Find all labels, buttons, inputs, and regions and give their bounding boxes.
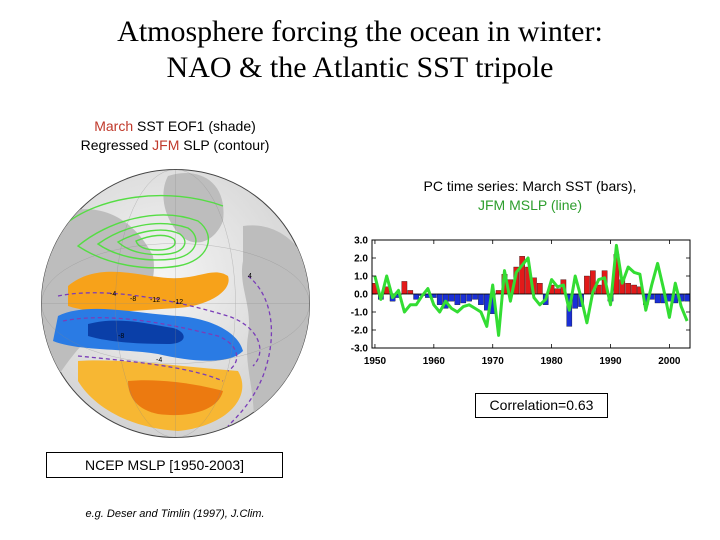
contour-label: -12 — [173, 299, 183, 306]
map-contour-labels: -4 -8 -12 -12 -8 -4 4 — [110, 273, 252, 364]
x-tick-label: 1970 — [482, 356, 505, 367]
sst-bar — [572, 293, 578, 309]
chart-svg: 3.0 2.0 1.0 0.0 -1.0 -2.0 -3.0 1950 1960 1970 198… — [351, 236, 691, 367]
y-tick-label: 0.0 — [354, 290, 368, 301]
caption-month: March — [94, 118, 134, 134]
y-tick-label: 1.0 — [354, 272, 368, 283]
y-tick-label: -3.0 — [351, 344, 369, 355]
mslp-line — [373, 243, 689, 337]
reference-citation: e.g. Deser and Timlin (1997), J.Clim. — [85, 508, 265, 520]
globe-map: -4 -8 -12 -12 -8 -4 4 — [38, 166, 313, 441]
ncep-label: NCEP MSLP [1950-2003] — [46, 452, 283, 478]
map-caption-line-1: March SST EOF1 (shade) — [60, 117, 290, 136]
sst-bar — [413, 293, 419, 300]
sst-bar — [584, 275, 590, 295]
sst-bar — [554, 288, 561, 295]
pc-timeseries-chart: 3.0 2.0 1.0 0.0 -1.0 -2.0 -3.0 1950 1960 1970 198… — [330, 228, 700, 378]
y-tick-label: 2.0 — [354, 254, 368, 265]
x-tick-label: 2000 — [658, 356, 681, 367]
sst-bar — [537, 283, 543, 295]
y-tick-label: -2.0 — [351, 326, 369, 337]
x-tick-label: 1980 — [540, 356, 563, 367]
pc-caption-line-2: JFM MSLP (line) — [478, 197, 582, 213]
sst-bar — [466, 293, 472, 302]
contour-label: -12 — [150, 297, 160, 304]
contour-label: -4 — [156, 357, 162, 364]
map-caption: March SST EOF1 (shade) Regressed JFM SLP… — [60, 117, 290, 155]
slp-positive-contours — [62, 194, 224, 269]
y-tick-label: 3.0 — [354, 236, 368, 247]
sst-bar — [478, 293, 484, 305]
slide-title: Atmosphere forcing the ocean in winter: … — [0, 14, 720, 86]
sst-warm-subpolar — [68, 271, 229, 312]
sst-bar — [407, 290, 414, 295]
sst-bar — [654, 293, 661, 304]
x-tick-label: 1960 — [423, 356, 446, 367]
sst-bar — [436, 293, 443, 305]
contour-label: 4 — [248, 273, 252, 280]
sst-bar — [401, 281, 408, 295]
slp-negative-contours — [57, 275, 273, 427]
globe-svg: -4 -8 -12 -12 -8 -4 4 — [41, 169, 310, 438]
sst-bar — [472, 293, 478, 300]
sst-bar — [448, 293, 455, 302]
pc-caption: PC time series: March SST (bars), JFM MS… — [380, 177, 680, 215]
caption-contour: SLP (contour) — [179, 137, 270, 153]
sst-bar — [625, 283, 631, 295]
sst-bar — [631, 284, 637, 295]
y-tick-label: -1.0 — [351, 308, 369, 319]
contour-label: -4 — [110, 291, 116, 298]
caption-season: JFM — [152, 137, 180, 153]
correlation-label: Correlation=0.63 — [475, 393, 608, 418]
caption-shade: SST EOF1 (shade) — [133, 118, 256, 134]
title-line-1: Atmosphere forcing the ocean in winter: — [117, 15, 603, 48]
sst-bar — [684, 293, 690, 302]
caption-regressed: Regressed — [80, 137, 153, 153]
contour-label: -8 — [130, 296, 136, 303]
contour-label: -8 — [118, 333, 124, 340]
x-tick-label: 1990 — [599, 356, 622, 367]
sst-cold-core — [88, 320, 184, 344]
map-caption-line-2: Regressed JFM SLP (contour) — [60, 136, 290, 155]
sst-bar — [454, 293, 461, 305]
x-tick-label: 1950 — [364, 356, 387, 367]
title-line-2: NAO & the Atlantic SST tripole — [166, 51, 554, 84]
sst-bar — [495, 290, 502, 295]
sst-bar — [460, 293, 467, 304]
pc-caption-line-1: PC time series: March SST (bars), — [423, 178, 637, 194]
